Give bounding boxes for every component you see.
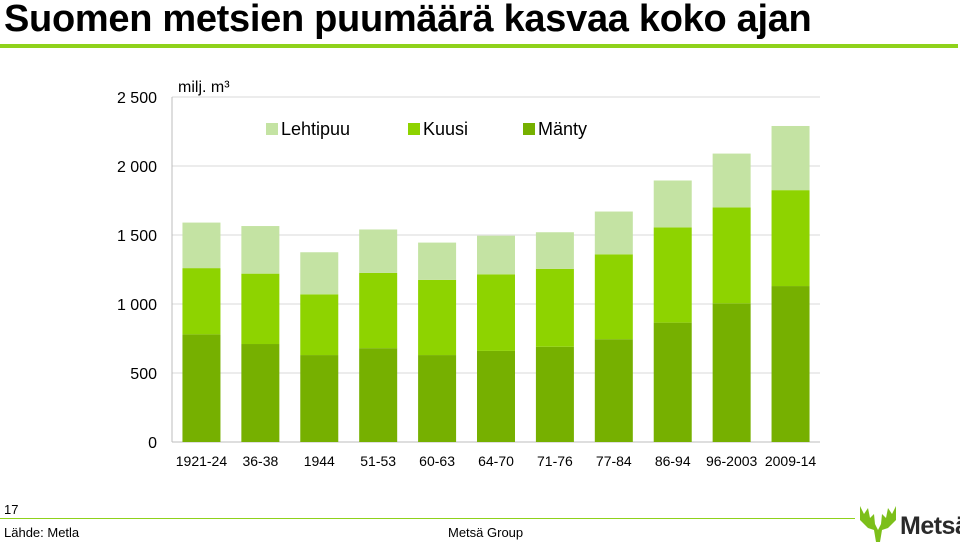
bar-kuusi-64-70 <box>477 274 515 351</box>
slide-title: Suomen metsien puumäärä kasvaa koko ajan <box>4 0 812 40</box>
x-tick-label: 1921-24 <box>176 453 228 469</box>
bar-kuusi-86-94 <box>653 227 692 323</box>
logo-wordmark: Metsä <box>900 512 960 540</box>
bar-mänty-1921-24 <box>182 334 221 442</box>
bar-lehtipuu-51-53 <box>359 229 398 273</box>
bar-lehtipuu-96-2003 <box>712 153 751 208</box>
bar-lehtipuu-36-38 <box>241 226 280 274</box>
y-tick-label: 1 000 <box>117 297 157 314</box>
stacked-bar-chart: milj. m³ 0 500 1 000 1 500 2 000 2 500 1921-2… <box>117 79 820 469</box>
bar-mänty-51-53 <box>359 348 398 442</box>
bar-kuusi-1944 <box>300 294 339 356</box>
y-tick-label: 2 500 <box>117 90 157 107</box>
x-tick-label: 77-84 <box>596 453 632 469</box>
bar-lehtipuu-71-76 <box>535 232 574 269</box>
bar-kuusi-60-63 <box>418 279 457 356</box>
x-tick-label: 51-53 <box>360 453 396 469</box>
page-number: 17 <box>4 502 19 517</box>
bar-kuusi-77-84 <box>594 254 633 340</box>
legend-label-kuusi: Kuusi <box>423 119 468 139</box>
bar-kuusi-71-76 <box>535 268 574 347</box>
x-tick-label: 96-2003 <box>706 453 758 469</box>
legend-label-mänty: Mänty <box>538 119 587 139</box>
x-tick-label: 1944 <box>304 453 335 469</box>
x-tick-label: 36-38 <box>242 453 278 469</box>
bar-mänty-77-84 <box>594 339 633 442</box>
bar-lehtipuu-2009-14 <box>771 125 810 191</box>
bar-mänty-60-63 <box>418 355 457 442</box>
bar-kuusi-51-53 <box>359 272 398 349</box>
y-tick-label: 0 <box>148 435 157 452</box>
x-tick-labels: 1921-24 36-38 1944 51-53 60-63 64-70 71-76 77-8… <box>176 453 817 469</box>
bar-kuusi-1921-24 <box>182 268 221 335</box>
metsa-logo: Metsä <box>856 500 960 544</box>
x-tick-label: 64-70 <box>478 453 514 469</box>
bar-lehtipuu-1921-24 <box>182 222 221 269</box>
bar-mänty-2009-14 <box>771 286 810 442</box>
legend: Lehtipuu Kuusi Mänty <box>266 119 587 139</box>
footer-rule <box>0 518 855 519</box>
bar-kuusi-36-38 <box>241 273 280 345</box>
y-tick-label: 1 500 <box>117 228 157 245</box>
source-note: Lähde: Metla <box>4 525 80 540</box>
bar-lehtipuu-1944 <box>300 252 339 295</box>
x-tick-label: 86-94 <box>655 453 691 469</box>
title-underline <box>0 44 958 48</box>
y-tick-labels: 0 500 1 000 1 500 2 000 2 500 <box>117 90 157 452</box>
bar-kuusi-2009-14 <box>771 190 810 287</box>
bar-lehtipuu-86-94 <box>653 180 692 228</box>
moose-antler-icon <box>860 506 896 542</box>
bar-mänty-64-70 <box>477 350 515 442</box>
x-tick-label: 2009-14 <box>765 453 817 469</box>
bar-mänty-96-2003 <box>712 303 751 442</box>
gridlines <box>171 96 820 443</box>
legend-swatch-lehtipuu <box>266 123 278 135</box>
y-tick-label: 2 000 <box>117 159 157 176</box>
bar-kuusi-96-2003 <box>712 207 751 304</box>
bars <box>182 125 810 442</box>
bar-mänty-36-38 <box>241 344 280 442</box>
legend-label-lehtipuu: Lehtipuu <box>281 119 350 139</box>
bar-lehtipuu-77-84 <box>594 211 633 255</box>
bar-mänty-86-94 <box>653 322 692 442</box>
company-name: Metsä Group <box>448 525 524 540</box>
legend-swatch-mänty <box>523 123 535 135</box>
x-tick-label: 60-63 <box>419 453 455 469</box>
x-tick-label: 71-76 <box>537 453 573 469</box>
y-tick-label: 500 <box>130 366 157 383</box>
y-axis-unit-label: milj. m³ <box>178 79 230 96</box>
bar-mänty-71-76 <box>535 346 574 442</box>
legend-swatch-kuusi <box>408 123 420 135</box>
bar-lehtipuu-64-70 <box>477 235 515 275</box>
bar-lehtipuu-60-63 <box>418 242 457 280</box>
bar-mänty-1944 <box>300 355 339 442</box>
